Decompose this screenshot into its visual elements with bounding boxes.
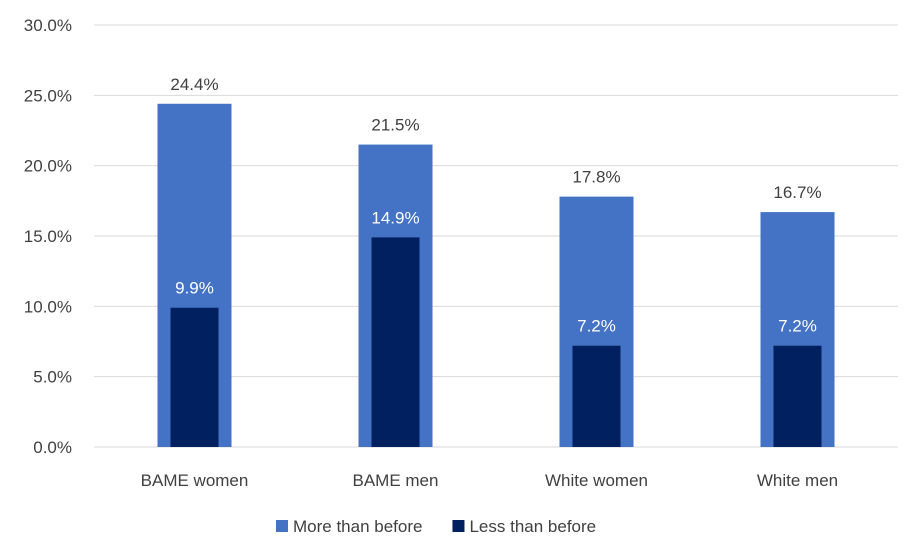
data-label-more-than-before-white-women: 17.8%	[572, 168, 620, 187]
y-axis-tick-labels: 0.0% 5.0% 10.0% 15.0% 20.0% 25.0% 30.0%	[24, 16, 72, 457]
x-axis-tick-labels: BAME women BAME men White women White men	[141, 471, 838, 490]
bar-less-than-before-white-women	[572, 345, 621, 447]
legend-label: Less than before	[469, 517, 596, 536]
data-label-less-than-before-white-women: 7.2%	[577, 317, 616, 336]
data-label-less-than-before-bame-men: 14.9%	[371, 208, 419, 227]
bars	[157, 103, 835, 448]
bar-less-than-before-bame-men	[371, 237, 420, 447]
bar-less-than-before-bame-women	[170, 307, 219, 447]
legend-swatch	[276, 520, 288, 532]
bar-less-than-before-white-men	[773, 345, 822, 447]
data-label-less-than-before-white-men: 7.2%	[778, 317, 817, 336]
y-tick-label: 0.0%	[33, 438, 72, 457]
x-tick-label: White women	[545, 471, 648, 490]
legend-item-less-than-before: Less than before	[452, 517, 596, 536]
y-tick-label: 25.0%	[24, 86, 72, 105]
y-tick-label: 10.0%	[24, 297, 72, 316]
y-tick-label: 30.0%	[24, 16, 72, 35]
data-label-more-than-before-bame-men: 21.5%	[371, 116, 419, 135]
data-labels: 24.4% 21.5% 17.8% 16.7% 9.9% 14.9% 7.2% 7.2%	[170, 75, 821, 336]
x-tick-label: BAME men	[353, 471, 439, 490]
y-tick-label: 15.0%	[24, 227, 72, 246]
x-tick-label: White men	[757, 471, 838, 490]
legend-item-more-than-before: More than before	[276, 517, 422, 536]
legend-label: More than before	[293, 517, 422, 536]
x-tick-label: BAME women	[141, 471, 249, 490]
y-tick-label: 20.0%	[24, 157, 72, 176]
data-label-more-than-before-bame-women: 24.4%	[170, 75, 218, 94]
data-label-more-than-before-white-men: 16.7%	[773, 183, 821, 202]
y-tick-label: 5.0%	[33, 368, 72, 387]
legend: More than before Less than before	[276, 517, 596, 536]
legend-swatch	[452, 520, 465, 532]
data-label-less-than-before-bame-women: 9.9%	[175, 279, 214, 298]
